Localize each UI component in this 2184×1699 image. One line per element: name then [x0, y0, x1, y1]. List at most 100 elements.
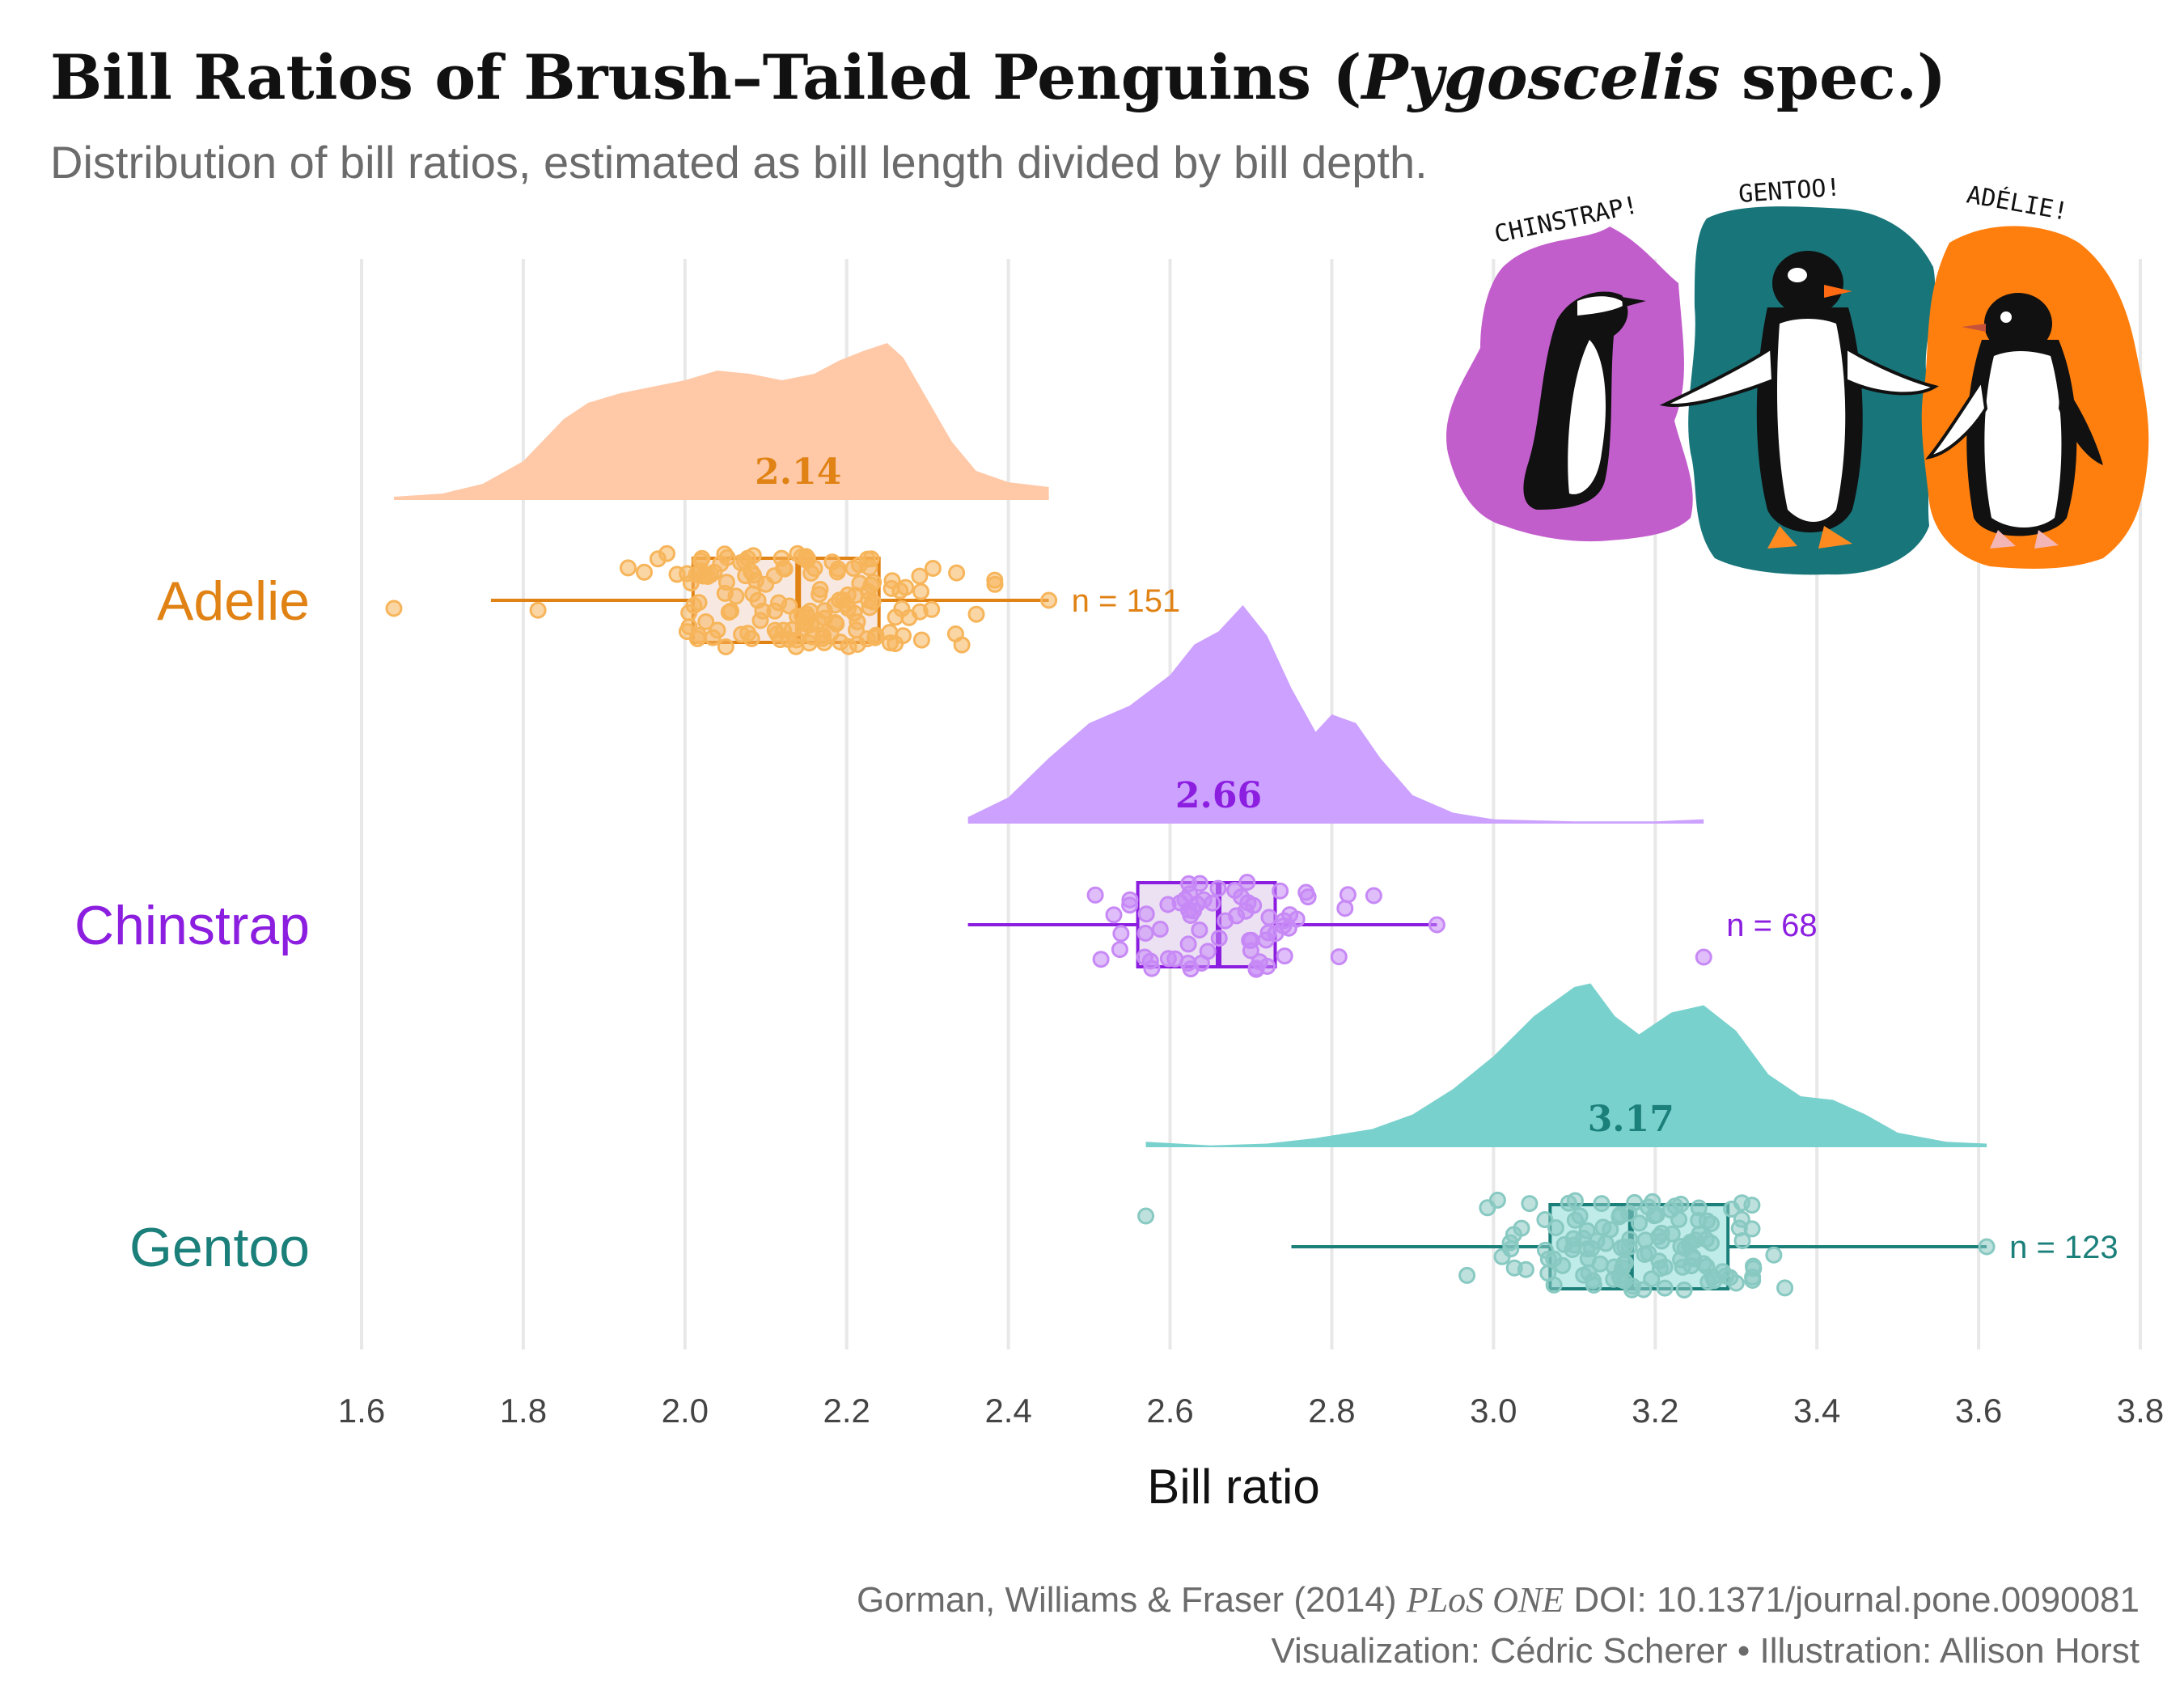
data-point	[1179, 935, 1197, 953]
data-point	[1505, 1259, 1523, 1277]
outlier-point	[1695, 948, 1712, 966]
data-point	[1621, 1231, 1639, 1248]
data-point	[1288, 910, 1306, 928]
median-label-gentoo: 3.17	[1588, 1099, 1674, 1140]
data-point	[893, 600, 911, 617]
data-point	[1086, 886, 1104, 904]
data-point	[1136, 948, 1153, 966]
data-point	[1545, 1276, 1563, 1294]
x-tick-label: 2.4	[984, 1392, 1031, 1430]
adelie-belly	[1984, 351, 2062, 527]
data-point	[1615, 1272, 1633, 1290]
chart-subtitle: Distribution of bill ratios, estimated a…	[50, 137, 1428, 188]
caption-credits: Visualization: Cédric Scherer • Illustra…	[1272, 1631, 2140, 1671]
category-label-adelie: Adelie	[157, 570, 310, 632]
gentoo-feet	[1767, 526, 1852, 549]
data-point	[1040, 591, 1058, 609]
data-point	[848, 621, 865, 639]
data-point	[862, 550, 880, 568]
adelie-head	[1984, 293, 2052, 354]
data-point	[1330, 948, 1348, 966]
data-point	[1547, 1219, 1564, 1236]
data-point	[1666, 1197, 1684, 1215]
data-point	[882, 579, 900, 597]
adelie-right-flipper	[2059, 380, 2103, 465]
data-point	[946, 625, 964, 642]
median-label-adelie: 2.14	[755, 451, 841, 493]
outlier-point	[1137, 1207, 1155, 1225]
data-point	[1635, 1281, 1653, 1299]
jittered-points	[385, 544, 1996, 1299]
x-tick-label: 3.8	[2117, 1392, 2164, 1430]
caption-source-a: Gorman, Williams & Fraser (2014)	[857, 1580, 1407, 1620]
x-tick-label: 1.8	[500, 1392, 547, 1430]
data-point	[897, 578, 915, 596]
n-label-adelie: n = 151	[1072, 583, 1181, 619]
x-tick-label: 2.0	[662, 1392, 709, 1430]
category-label-gentoo: Gentoo	[129, 1217, 310, 1278]
data-point	[844, 559, 862, 577]
data-point	[1276, 947, 1293, 965]
density-cloud-gentoo	[1145, 983, 1987, 1147]
data-point	[895, 627, 912, 645]
x-tick-label: 3.4	[1793, 1392, 1840, 1430]
gentoo-right-flipper	[1844, 345, 1940, 396]
x-tick-label: 1.6	[338, 1392, 385, 1430]
data-point	[867, 626, 885, 644]
caption-source-b: DOI: 10.1371/journal.pone.0090081	[1564, 1580, 2140, 1620]
data-point	[911, 567, 929, 585]
data-point	[1136, 925, 1154, 942]
data-point	[709, 621, 726, 639]
data-point	[1339, 886, 1357, 904]
data-point	[1513, 1219, 1530, 1237]
data-point	[1566, 1192, 1584, 1210]
data-point	[702, 566, 720, 583]
data-point	[1776, 1279, 1794, 1297]
data-point	[1566, 1211, 1584, 1229]
adelie-feet	[1990, 530, 2059, 549]
data-point	[1159, 950, 1177, 968]
data-point	[1588, 1232, 1606, 1250]
data-point	[924, 560, 942, 577]
data-point	[717, 638, 734, 655]
density-clouds	[394, 343, 1987, 1147]
n-label-gentoo: n = 123	[2009, 1230, 2118, 1265]
data-point	[772, 549, 790, 567]
data-point	[793, 548, 811, 566]
data-point	[948, 564, 966, 582]
adelie-left-flipper	[1925, 375, 1988, 460]
data-point	[1593, 1195, 1610, 1213]
data-point	[823, 553, 841, 571]
data-point	[1978, 1238, 1996, 1256]
adelie-beak	[1962, 324, 1986, 332]
gentoo-left-flipper	[1659, 345, 1776, 407]
data-point	[1565, 1236, 1583, 1254]
data-point	[678, 623, 696, 641]
data-point	[1204, 894, 1221, 912]
data-point	[720, 604, 738, 621]
chart-title: Bill Ratios of Brush–Tailed Penguins (Py…	[50, 41, 1946, 113]
chinstrap-face	[1577, 296, 1626, 316]
data-point	[1685, 1250, 1703, 1268]
data-point	[1210, 930, 1228, 947]
data-point	[1631, 1214, 1648, 1232]
data-point	[1458, 1266, 1476, 1284]
median-label-chinstrap: 2.66	[1175, 775, 1262, 816]
adelie-eye	[2000, 311, 2012, 323]
category-label-chinstrap: Chinstrap	[74, 895, 310, 956]
data-point	[1579, 1250, 1597, 1268]
data-point	[1717, 1267, 1735, 1285]
data-point	[1493, 1248, 1511, 1265]
data-point	[1765, 1246, 1783, 1264]
data-point	[718, 549, 736, 566]
data-point	[1575, 1266, 1593, 1284]
data-point	[1501, 1234, 1519, 1252]
x-axis-title: Bill ratio	[1147, 1460, 1319, 1514]
data-point	[1233, 888, 1250, 906]
chinstrap-belly	[1568, 340, 1606, 494]
data-point	[1675, 1282, 1693, 1299]
data-point	[737, 567, 755, 585]
data-point	[1733, 1210, 1750, 1228]
data-point	[690, 594, 708, 612]
